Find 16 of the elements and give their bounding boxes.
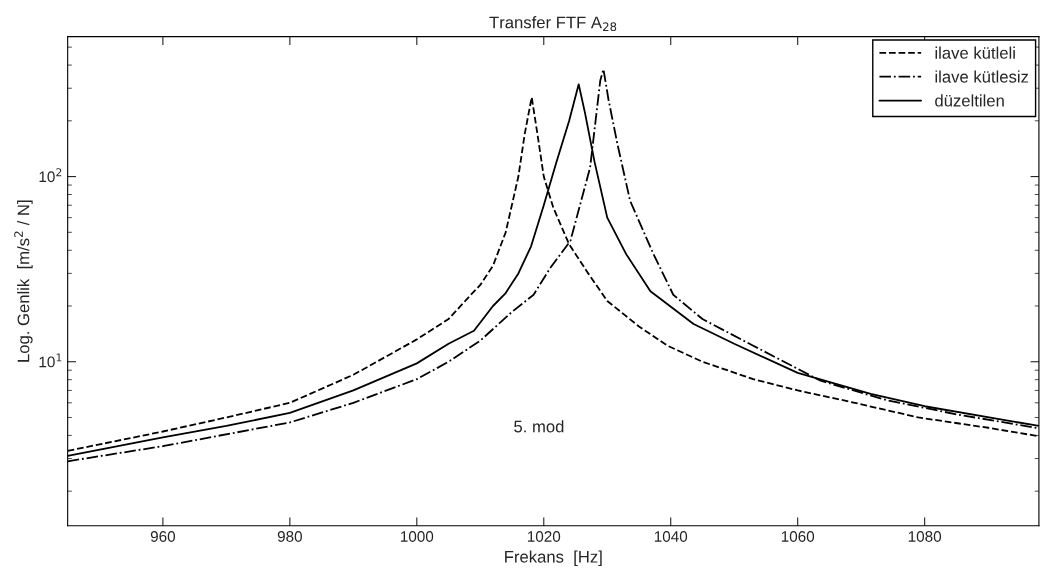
legend-label: ilave kütleli	[935, 46, 1015, 59]
x-tick-label: 1040	[654, 531, 688, 542]
x-tick-label: 980	[277, 531, 302, 542]
y-axis-title: Log. Genlik [m/s$^{2}$ / N]	[14, 200, 33, 362]
annotation: 5. mod	[514, 420, 564, 433]
chart-title: Transfer FTF A$_{28}$	[489, 16, 617, 32]
x-tick-label: 1020	[527, 531, 561, 542]
y-tick-label: 10$^{2}$	[39, 168, 62, 183]
x-tick-label: 1060	[781, 531, 815, 542]
x-tick-label: 960	[150, 531, 176, 542]
x-tick-label: 1080	[908, 531, 942, 542]
x-axis-title: Frekans [Hz]	[505, 550, 602, 566]
legend-label: düzeltilen	[935, 94, 1004, 107]
x-tick-label: 1000	[400, 531, 434, 542]
y-tick-label: 10$^{1}$	[39, 353, 62, 368]
legend-label: ilave kütlesiz	[935, 70, 1029, 83]
